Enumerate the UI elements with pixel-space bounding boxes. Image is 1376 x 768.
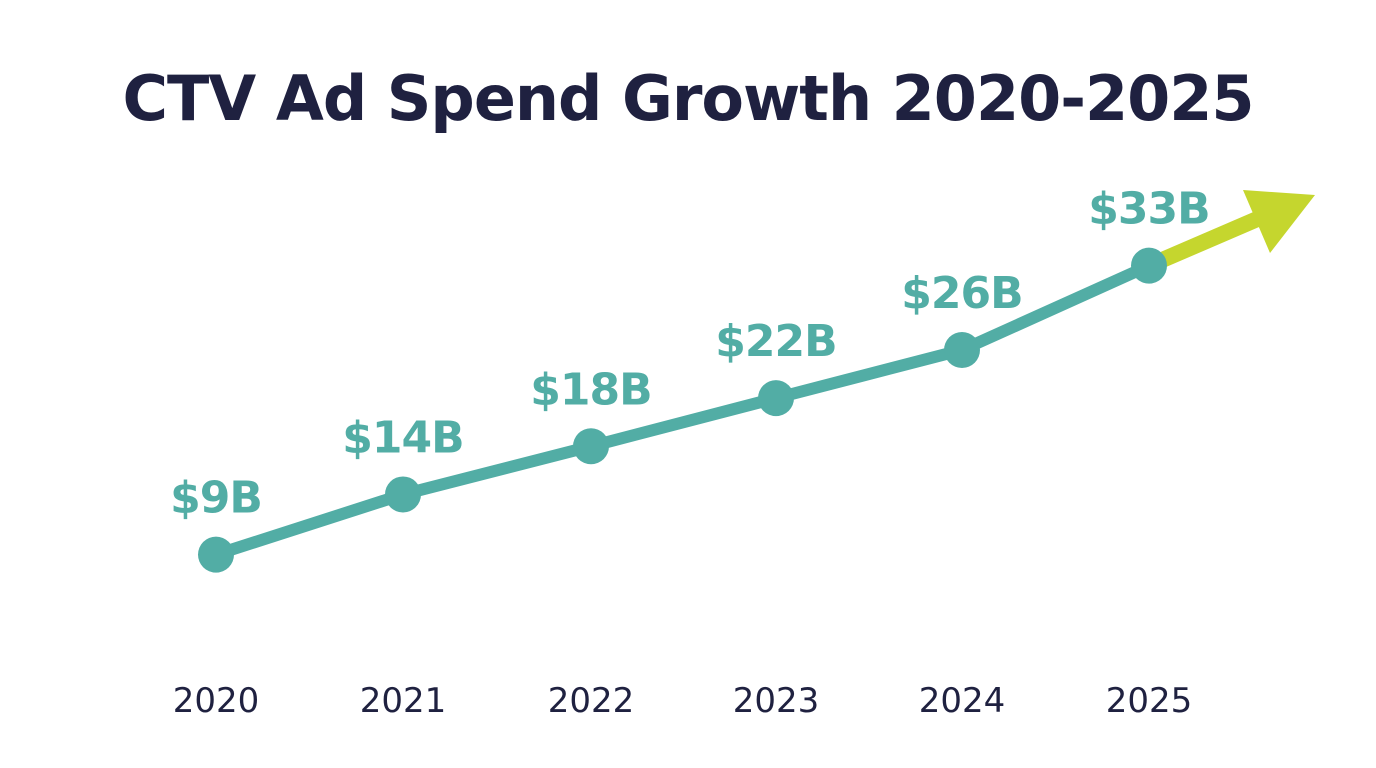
trend-arrow-shaft — [1145, 209, 1266, 274]
data-label: $33B — [1088, 184, 1209, 235]
x-tick-label: 2021 — [360, 681, 447, 721]
data-point — [385, 476, 421, 513]
data-point — [1131, 247, 1167, 284]
data-point — [758, 380, 794, 417]
series-line — [214, 260, 1152, 561]
data-label: $26B — [901, 268, 1022, 319]
data-label: $18B — [530, 364, 651, 415]
data-label: $9B — [170, 473, 262, 524]
data-point — [944, 331, 980, 368]
x-tick-label: 2020 — [173, 681, 260, 721]
trend-arrow-head — [1243, 190, 1315, 253]
x-tick-label: 2025 — [1106, 681, 1193, 721]
data-point — [198, 536, 234, 573]
data-label: $14B — [342, 412, 463, 463]
chart-title: CTV Ad Spend Growth 2020-2025 — [122, 62, 1254, 135]
x-tick-label: 2024 — [919, 681, 1006, 721]
x-tick-label: 2023 — [733, 681, 820, 721]
data-point — [573, 428, 609, 465]
x-tick-label: 2022 — [548, 681, 635, 721]
data-label: $22B — [715, 316, 836, 367]
